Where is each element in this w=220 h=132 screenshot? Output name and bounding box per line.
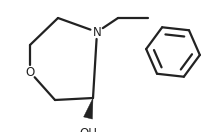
Polygon shape (84, 98, 93, 119)
Text: OH: OH (79, 127, 97, 132)
Text: O: O (25, 65, 35, 79)
Text: N: N (93, 25, 101, 39)
